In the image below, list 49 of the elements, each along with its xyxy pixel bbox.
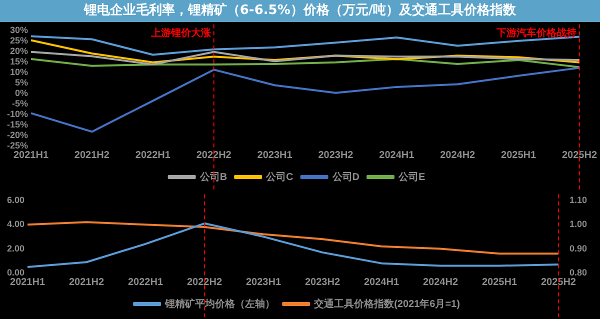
legend-label: 公司D <box>331 170 360 183</box>
y-tick-label: -20% <box>6 130 28 140</box>
y-tick-label: 30% <box>10 24 28 35</box>
legend-label: 锂精矿平均价格（左轴） <box>164 298 276 310</box>
x-tick-label: 2021H2 <box>68 276 104 288</box>
y-tick-label: 2.00 <box>6 243 25 254</box>
ref-line-label: 下游汽车价格战持 <box>495 26 576 39</box>
legend-label: 交通工具价格指数(2021年6月=1) <box>313 298 460 310</box>
x-tick-label: 2021H1 <box>10 276 46 288</box>
x-tick-label: 2024H1 <box>364 276 400 288</box>
y-tick-label: 15% <box>10 56 28 66</box>
y-tick-label: 20% <box>10 46 28 56</box>
y-tick-label: 5% <box>14 77 28 88</box>
y2-tick-label: 0.80 <box>569 267 588 278</box>
y-tick-label: 6.00 <box>6 194 25 205</box>
ref-line-label: 上游锂价大涨 <box>150 26 212 39</box>
legend-label: 公司C <box>265 170 294 183</box>
x-tick-label: 2025H1 <box>501 150 536 161</box>
x-tick-label: 2023H1 <box>257 150 293 161</box>
y-tick-label: 10% <box>10 66 28 77</box>
y-tick-label: -25% <box>6 140 28 150</box>
y2-tick-label: 1.10 <box>569 194 588 205</box>
legend-label: 公司B <box>198 170 228 183</box>
y-tick-label: -15% <box>6 119 28 130</box>
x-tick-label: 2024H1 <box>379 150 415 161</box>
x-tick-label: 2023H2 <box>304 276 340 288</box>
y-tick-label: 0% <box>14 88 28 98</box>
x-tick-label: 2023H1 <box>246 276 282 288</box>
x-tick-label: 2024H2 <box>440 150 476 161</box>
chart-title: 锂电企业毛利率，锂精矿（6-6.5%）价格（万元/吨）及交通工具价格指数 <box>0 0 600 22</box>
x-tick-label: 2025H2 <box>540 276 576 288</box>
y2-tick-label: 1.00 <box>569 219 588 230</box>
x-tick-label: 2025H1 <box>482 276 518 288</box>
legend-label: 公司E <box>398 170 426 183</box>
x-tick-label: 2021H2 <box>74 150 110 161</box>
y-tick-label: -10% <box>6 108 28 119</box>
x-tick-label: 2022H1 <box>135 150 171 161</box>
y2-tick-label: 0.90 <box>569 243 588 254</box>
x-tick-label: 2024H2 <box>422 276 458 288</box>
y-tick-label: -5% <box>12 98 28 108</box>
y-tick-label: 25% <box>10 35 28 46</box>
y-tick-label: 4.00 <box>6 219 25 230</box>
x-tick-label: 2021H1 <box>13 150 49 161</box>
x-tick-label: 2025H2 <box>562 150 598 161</box>
x-tick-label: 2022H1 <box>128 276 164 288</box>
x-tick-label: 2022H2 <box>186 276 222 288</box>
x-tick-label: 2022H2 <box>196 150 232 161</box>
y-tick-label: 0.00 <box>6 267 25 278</box>
x-tick-label: 2023H2 <box>318 150 354 161</box>
